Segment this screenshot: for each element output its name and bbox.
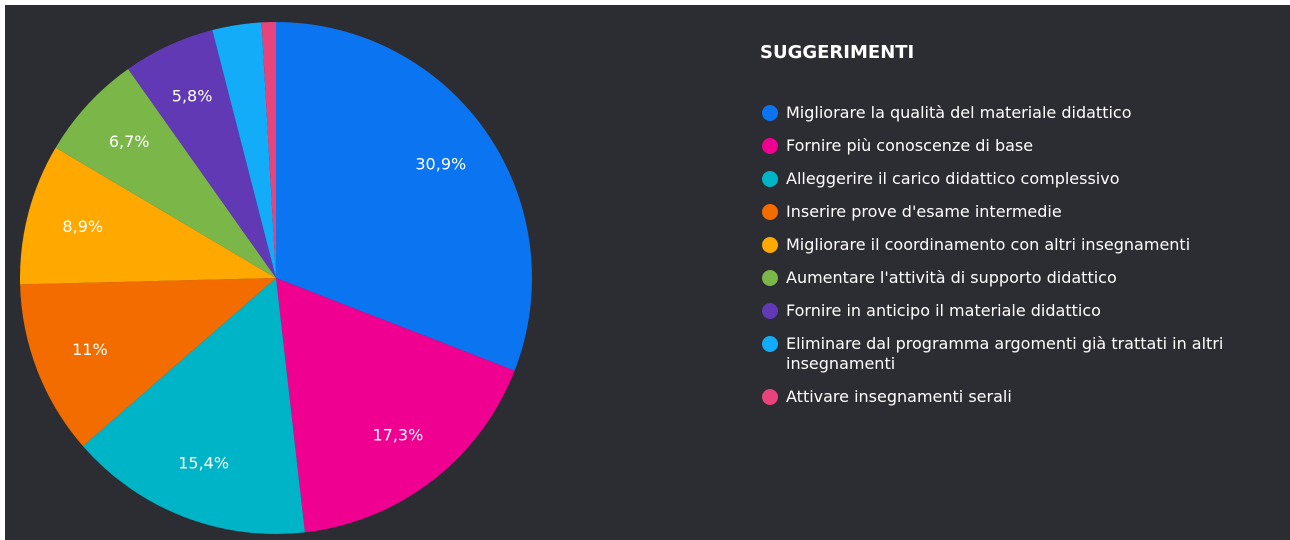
- pie-slice: [261, 22, 276, 278]
- legend-label: Migliorare il coordinamento con altri in…: [786, 235, 1191, 254]
- legend-label: Inserire prove d'esame intermedie: [786, 202, 1062, 221]
- legend-marker: [762, 105, 778, 121]
- pie-slice: [55, 69, 276, 278]
- pie-slice: [20, 278, 277, 447]
- pie-slice: [276, 278, 515, 533]
- legend-label: Attivare insegnamenti serali: [786, 387, 1012, 406]
- data-label: 15,4%: [178, 454, 229, 473]
- legend: SUGGERIMENTI Migliorare la qualità del m…: [760, 42, 1285, 420]
- legend-item[interactable]: Inserire prove d'esame intermedie: [760, 202, 1285, 222]
- legend-marker: [762, 270, 778, 286]
- legend-label: Fornire più conoscenze di base: [786, 136, 1034, 155]
- data-label: 11%: [72, 340, 108, 359]
- legend-title: SUGGERIMENTI: [760, 42, 915, 63]
- data-label: 6,7%: [109, 132, 150, 151]
- legend-marker: [762, 204, 778, 220]
- pie-slice: [20, 147, 276, 285]
- legend-label: Eliminare dal programma argomenti già tr…: [786, 334, 1224, 373]
- legend-marker: [762, 237, 778, 253]
- legend-label: Migliorare la qualità del materiale dida…: [786, 103, 1132, 122]
- legend-item[interactable]: Attivare insegnamenti serali: [760, 387, 1285, 407]
- legend-item[interactable]: Aumentare l'attività di supporto didatti…: [760, 268, 1285, 288]
- legend-item[interactable]: Migliorare la qualità del materiale dida…: [760, 103, 1285, 123]
- pie-slice: [276, 22, 532, 371]
- legend-item[interactable]: Eliminare dal programma argomenti già tr…: [760, 334, 1285, 374]
- pie-chart: 30,9% 17,3% 15,4% 11% 8,9% 6,7% 5,8%: [20, 22, 532, 534]
- data-label: 8,9%: [62, 217, 103, 236]
- pie-slice: [128, 30, 276, 279]
- legend-marker: [762, 303, 778, 319]
- pie-slice: [212, 22, 276, 278]
- legend-item[interactable]: Fornire più conoscenze di base: [760, 136, 1285, 156]
- legend-marker: [762, 171, 778, 187]
- legend-marker: [762, 389, 778, 405]
- legend-label: Aumentare l'attività di supporto didatti…: [786, 268, 1117, 287]
- legend-marker: [762, 336, 778, 352]
- pie-slice: [82, 278, 305, 534]
- legend-item[interactable]: Migliorare il coordinamento con altri in…: [760, 235, 1285, 255]
- legend-label: Alleggerire il carico didattico compless…: [786, 169, 1120, 188]
- legend-item[interactable]: Fornire in anticipo il materiale didatti…: [760, 301, 1285, 321]
- legend-item[interactable]: Alleggerire il carico didattico compless…: [760, 169, 1285, 189]
- data-label: 5,8%: [172, 86, 213, 105]
- data-label: 30,9%: [415, 155, 466, 174]
- legend-marker: [762, 138, 778, 154]
- legend-label: Fornire in anticipo il materiale didatti…: [786, 301, 1101, 320]
- data-label: 17,3%: [372, 426, 423, 445]
